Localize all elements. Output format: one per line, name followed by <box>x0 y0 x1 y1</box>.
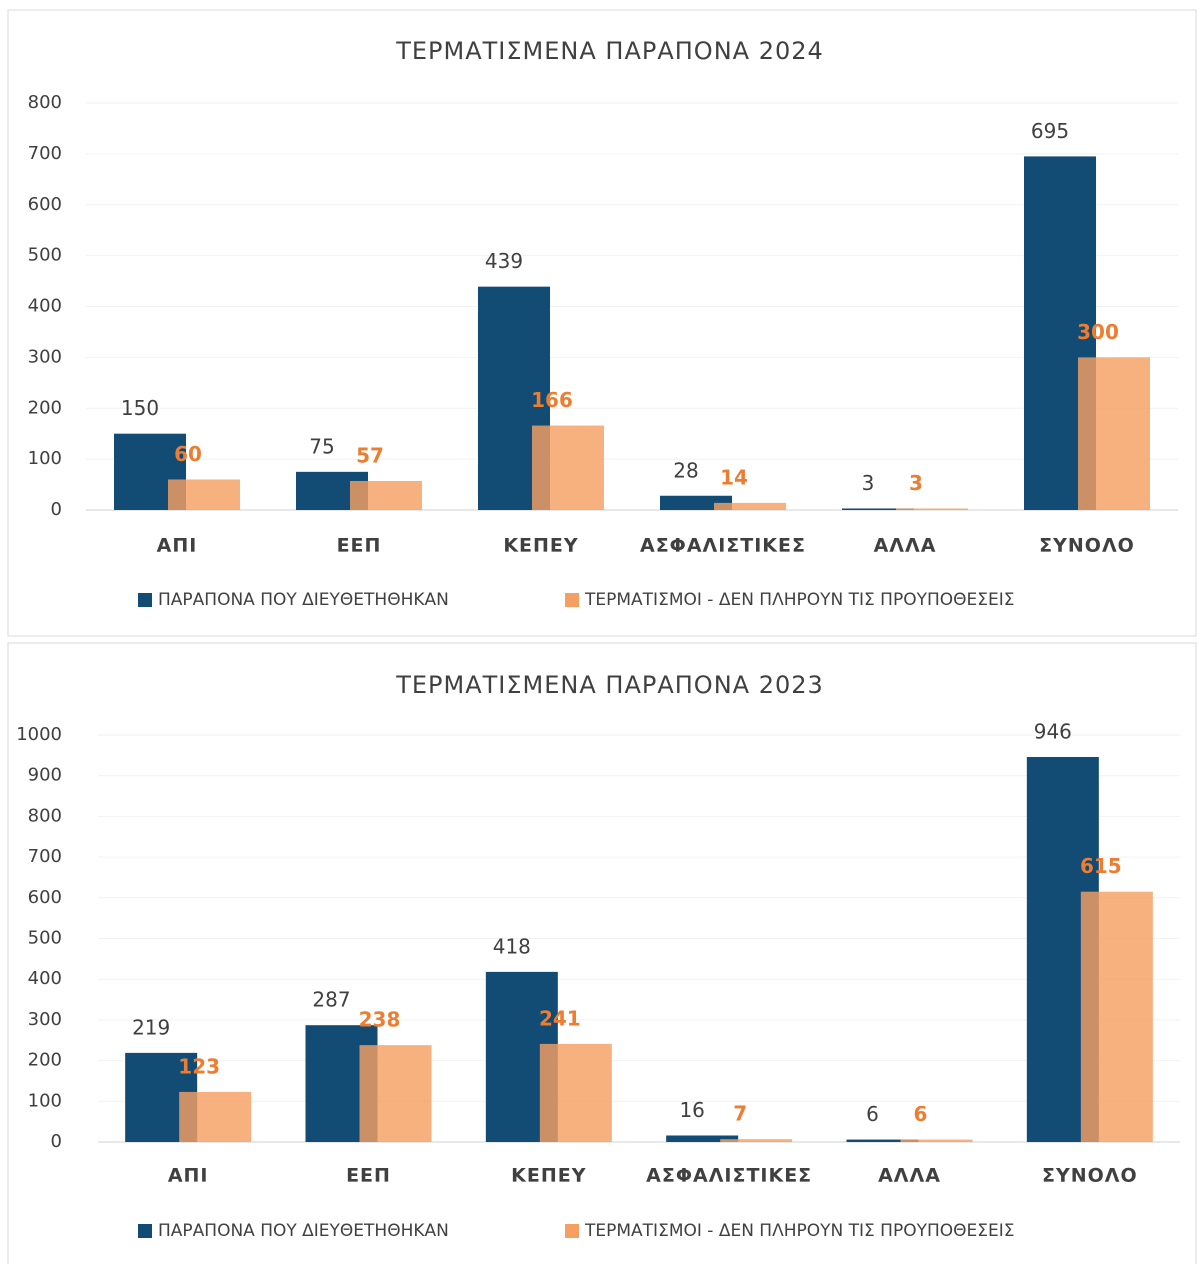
data-label: 300 <box>1077 320 1119 344</box>
y-tick-label: 100 <box>28 1090 62 1111</box>
chart-title: ΤΕΡΜΑΤΙΣΜΕΝΑ ΠΑΡΑΠΟΝΑ 2024 <box>395 37 824 65</box>
legend-label: ΤΕΡΜΑΤΙΣΜΟΙ - ΔΕΝ ΠΛΗΡΟΥΝ ΤΙΣ ΠΡΟΥΠΟΘΕΣΕ… <box>584 1221 1015 1241</box>
legend-label: ΤΕΡΜΑΤΙΣΜΟΙ - ΔΕΝ ΠΛΗΡΟΥΝ ΤΙΣ ΠΡΟΥΠΟΘΕΣΕ… <box>584 590 1015 610</box>
y-tick-label: 0 <box>51 1131 62 1152</box>
data-label: 695 <box>1031 119 1069 143</box>
data-label: 615 <box>1080 854 1122 878</box>
bar <box>720 1139 793 1142</box>
x-tick-label: ΑΠΙ <box>157 535 198 557</box>
y-tick-label: 300 <box>28 346 62 367</box>
data-label: 3 <box>909 471 923 495</box>
data-label: 57 <box>356 444 384 468</box>
x-tick-label: ΣΥΝΟΛΟ <box>1039 535 1135 557</box>
x-tick-label: ΚΕΠΕΥ <box>503 535 578 557</box>
y-tick-label: 700 <box>28 143 62 164</box>
legend-swatch <box>138 1224 152 1238</box>
bar <box>1080 891 1153 1142</box>
x-tick-label: ΕΕΠ <box>337 535 382 557</box>
data-label: 14 <box>720 465 748 489</box>
y-tick-label: 1000 <box>16 724 62 745</box>
y-tick-label: 800 <box>28 92 62 113</box>
bar <box>896 508 968 510</box>
y-tick-label: 400 <box>28 968 62 989</box>
data-label: 28 <box>673 458 698 482</box>
bar <box>1078 357 1150 510</box>
data-label: 7 <box>733 1102 747 1126</box>
x-tick-label: ΑΠΙ <box>168 1165 209 1187</box>
x-tick-label: ΑΛΛΑ <box>874 535 937 557</box>
data-label: 16 <box>679 1098 704 1122</box>
data-label: 219 <box>132 1015 170 1039</box>
bar <box>900 1139 973 1142</box>
legend-swatch <box>138 593 152 607</box>
data-label: 6 <box>914 1102 928 1126</box>
data-label: 150 <box>121 396 159 420</box>
bar <box>359 1045 432 1142</box>
data-label: 6 <box>866 1102 879 1126</box>
legend-label: ΠΑΡΑΠΟΝΑ ΠΟΥ ΔΙΕΥΘΕΤΗΘΗΚΑΝ <box>158 1221 449 1241</box>
data-label: 60 <box>174 442 202 466</box>
legend-swatch <box>565 1224 579 1238</box>
legend-swatch <box>565 593 579 607</box>
bar <box>666 1135 739 1142</box>
data-label: 439 <box>485 249 523 273</box>
data-label: 3 <box>862 471 875 495</box>
y-tick-label: 400 <box>28 296 62 317</box>
legend-label: ΠΑΡΑΠΟΝΑ ΠΟΥ ΔΙΕΥΘΕΤΗΘΗΚΑΝ <box>158 590 449 610</box>
y-tick-label: 600 <box>28 887 62 908</box>
data-label: 75 <box>309 434 334 458</box>
data-label: 418 <box>493 934 531 958</box>
y-tick-label: 500 <box>28 245 62 266</box>
bar <box>714 502 786 510</box>
y-tick-label: 700 <box>28 846 62 867</box>
x-tick-label: ΕΕΠ <box>346 1165 391 1187</box>
bar <box>179 1091 252 1142</box>
y-tick-label: 200 <box>28 397 62 418</box>
bar <box>168 479 240 510</box>
data-label: 241 <box>539 1006 581 1030</box>
x-tick-label: ΚΕΠΕΥ <box>511 1165 586 1187</box>
data-label: 946 <box>1034 719 1072 743</box>
data-label: 123 <box>178 1054 220 1078</box>
y-tick-label: 900 <box>28 765 62 786</box>
chart-frame <box>7 642 1197 1264</box>
x-tick-label: ΑΣΦΑΛΙΣΤΙΚΕΣ <box>640 535 806 557</box>
x-tick-label: ΑΛΛΑ <box>878 1165 941 1187</box>
data-label: 166 <box>531 388 573 412</box>
y-tick-label: 200 <box>28 1050 62 1071</box>
chart-frame <box>7 9 1197 637</box>
data-label: 287 <box>312 988 350 1012</box>
bar <box>842 508 914 510</box>
y-tick-label: 800 <box>28 805 62 826</box>
y-tick-label: 100 <box>28 448 62 469</box>
x-tick-label: ΣΥΝΟΛΟ <box>1042 1165 1138 1187</box>
x-tick-label: ΑΣΦΑΛΙΣΤΙΚΕΣ <box>646 1165 812 1187</box>
bar <box>846 1139 919 1142</box>
bar <box>350 481 422 510</box>
chart-title: ΤΕΡΜΑΤΙΣΜΕΝΑ ΠΑΡΑΠΟΝΑ 2023 <box>395 671 824 699</box>
y-tick-label: 0 <box>51 499 62 520</box>
y-tick-label: 300 <box>28 1009 62 1030</box>
data-label: 238 <box>359 1008 401 1032</box>
bar <box>539 1043 612 1142</box>
y-tick-label: 600 <box>28 194 62 215</box>
bar <box>532 425 604 510</box>
y-tick-label: 500 <box>28 928 62 949</box>
